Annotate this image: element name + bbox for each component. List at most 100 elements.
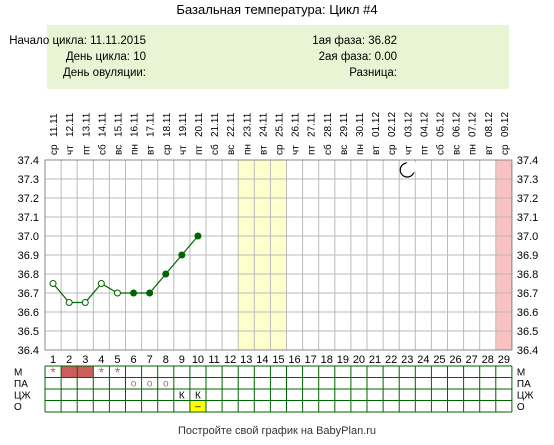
date-label: 26.11 (291, 112, 302, 137)
temp-difference: Разница: (349, 67, 397, 79)
date-label: 28.11 (323, 112, 334, 137)
day-number: 21 (369, 354, 381, 366)
date-label: 07.12 (468, 112, 479, 137)
y-tick-left: 36.8 (18, 269, 39, 281)
day-number: 26 (449, 354, 461, 366)
day-number: 22 (385, 354, 397, 366)
weekday-label: сб (96, 144, 108, 155)
cervical-mark: К (195, 391, 201, 402)
day-number: 23 (401, 354, 413, 366)
weekday-label: ср (49, 144, 60, 155)
y-tick-left: 36.7 (18, 288, 39, 300)
day-number: 15 (272, 354, 284, 366)
date-label: 12.11 (65, 112, 76, 137)
weekday-label: вс (226, 145, 237, 155)
date-label: 11.11 (49, 113, 60, 137)
y-tick-left: 36.9 (18, 250, 39, 262)
temperature-point (130, 289, 138, 297)
weekday-label: чт (65, 145, 76, 155)
day-number: 17 (305, 354, 317, 366)
day-number: 28 (482, 354, 494, 366)
day-number: 11 (208, 354, 219, 366)
ovulation-test-mark: – (195, 402, 201, 413)
date-label: 24.11 (258, 112, 269, 137)
menses-cell (77, 366, 94, 378)
y-tick-right: 37.4 (517, 155, 538, 167)
date-label: 30.11 (355, 112, 366, 137)
y-tick-right: 36.6 (517, 307, 538, 319)
date-label: 22.11 (226, 112, 237, 137)
date-label: 05.12 (435, 112, 446, 137)
day-number: 19 (337, 354, 349, 366)
row-label-left: О (14, 402, 22, 413)
day-number: 29 (498, 354, 510, 366)
y-tick-left: 37.4 (18, 155, 39, 167)
temperature-point (113, 289, 121, 297)
date-label: 27.11 (307, 112, 318, 137)
temperature-point (146, 289, 154, 297)
crescent-moon-cutout (405, 161, 418, 173)
weekday-label: пн (468, 144, 479, 155)
cycle-info-panel: Начало цикла: 11.11.2015 День цикла: 10 … (9, 25, 509, 89)
y-tick-left: 37.2 (18, 193, 39, 205)
day-number: 1 (50, 354, 56, 366)
day-number: 10 (192, 354, 204, 366)
day-number: 5 (114, 354, 120, 366)
date-label: 13.11 (81, 112, 92, 137)
weekday-label: сб (434, 144, 446, 155)
temperature-point (178, 251, 186, 259)
temperature-point (81, 299, 89, 306)
y-tick-right: 36.8 (517, 269, 538, 281)
row-label-right: О (517, 402, 525, 413)
row-label-right: ЦЖ (517, 391, 534, 402)
date-label: 04.12 (419, 112, 430, 137)
y-tick-right: 36.9 (517, 250, 538, 262)
weekday-label: вт (371, 145, 382, 155)
cycle-day: День цикла: 10 (65, 51, 146, 63)
day-number: 12 (224, 354, 236, 366)
footer-link[interactable]: Постройте свой график на BabyPlan.ru (177, 425, 377, 437)
cycle-start: Начало цикла: 11.11.2015 (9, 35, 146, 47)
temperature-point (162, 270, 170, 278)
weekday-label: сб (322, 144, 334, 155)
phase1-temp: 1ая фаза: 36.82 (312, 35, 397, 47)
date-label: 17.11 (146, 112, 157, 137)
menses-star: * (115, 364, 121, 380)
day-number: 16 (288, 354, 300, 366)
weekday-label: вс (113, 145, 124, 155)
date-label: 06.12 (452, 112, 463, 137)
weekday-label: вт (146, 145, 157, 155)
temperature-point (65, 299, 73, 306)
weekday-label: ср (387, 144, 398, 155)
date-label: 09.12 (500, 112, 511, 137)
y-tick-left: 37.0 (18, 231, 39, 243)
pa-mark: o (163, 379, 169, 390)
pa-mark: o (131, 379, 137, 390)
day-number: 7 (147, 354, 153, 366)
date-label: 18.11 (162, 112, 173, 137)
row-label-right: ПА (517, 379, 531, 390)
weekday-label: ср (500, 144, 511, 155)
phase2-temp: 2ая фаза: 0.00 (318, 51, 397, 63)
y-tick-left: 36.6 (18, 307, 39, 319)
date-label: 21.11 (210, 112, 221, 137)
day-number: 18 (321, 354, 333, 366)
date-label: 29.11 (339, 112, 350, 137)
weekday-label: вт (258, 145, 269, 155)
y-tick-right: 36.5 (517, 326, 538, 338)
day-number: 8 (163, 354, 169, 366)
day-number: 13 (240, 354, 252, 366)
day-number: 20 (353, 354, 365, 366)
plot-border (44, 159, 513, 351)
y-tick-right: 36.7 (517, 288, 538, 300)
weekday-label: вс (452, 145, 463, 155)
weekday-label: пт (419, 145, 430, 155)
y-tick-right: 37.2 (517, 193, 538, 205)
weekday-label: вт (484, 145, 495, 155)
weekday-label: чт (403, 145, 414, 155)
y-tick-right: 37.1 (517, 212, 538, 224)
day-number: 24 (417, 354, 429, 366)
weekday-label: пт (81, 145, 92, 155)
temperature-line (52, 235, 199, 304)
